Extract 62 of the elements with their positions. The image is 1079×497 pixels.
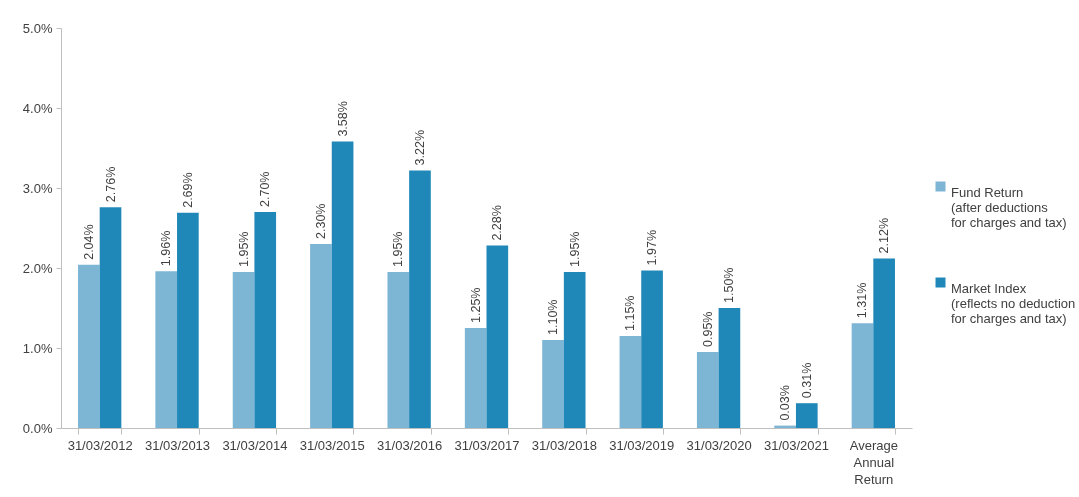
bar [696,352,719,428]
data-label: 1.31% [855,282,870,319]
data-label: 3.58% [335,101,350,137]
data-label: 1.97% [645,229,660,266]
bar [542,340,564,428]
bar [795,403,818,428]
bar [155,271,178,428]
data-label: 2.04% [81,224,96,260]
data-label: 2.70% [258,171,273,207]
bar [331,141,354,428]
bar [718,308,741,428]
y-tick-label: 2.0% [22,260,53,276]
x-tick-label: 31/03/2015 [299,437,365,453]
y-tick-label: 3.0% [22,180,53,196]
bar [464,328,487,428]
bar [78,264,100,428]
data-label: 1.96% [159,230,174,267]
data-label: 1.95% [236,231,251,267]
y-tick-label: 5.0% [22,20,53,36]
data-label: 2.76% [103,166,118,203]
data-label: 0.03% [778,385,793,421]
legend-label: Fund Return (after deductions for charges and tax) [951,184,1067,230]
x-tick-label: 31/03/2013 [145,437,211,453]
x-tick-label: 31/03/2019 [609,437,675,453]
data-label: 2.12% [877,217,892,254]
data-label: 0.95% [700,311,715,347]
y-tick-label: 4.0% [22,100,53,116]
x-tick-label: 31/03/2018 [531,437,597,453]
bar [641,270,663,428]
data-label: 1.25% [468,287,483,323]
x-tick-label: 31/03/2012 [67,437,133,453]
legend-label: Market Index (reflects no deduction for charges and tax) [951,280,1076,326]
bar [563,272,586,428]
bar [486,245,509,428]
data-label: 1.95% [567,231,582,267]
x-tick-label: 31/03/2017 [454,437,520,453]
data-label: 0.31% [799,362,814,399]
x-tick-label: 31/03/2014 [222,437,288,453]
bar [99,207,122,428]
bar [387,272,410,428]
x-tick-label: 31/03/2020 [686,437,752,453]
bar [177,212,199,428]
y-tick-label: 0.0% [22,420,53,436]
bar [254,212,277,428]
bar [232,272,255,428]
bar [619,336,642,428]
data-label: 2.28% [490,205,505,241]
bar [409,170,431,428]
bar [873,258,895,428]
data-label: 3.22% [412,129,427,166]
bar [310,244,332,428]
data-label: 1.15% [623,295,638,331]
x-tick-label: 31/03/2021 [763,437,829,453]
data-label: 2.69% [180,172,195,208]
y-tick-label: 1.0% [22,340,53,356]
data-label: 2.30% [313,203,328,239]
data-label: 1.50% [722,267,737,303]
data-label: 1.10% [546,299,561,335]
x-tick-label: Average Annual Return [849,437,898,487]
bar [851,323,874,428]
x-tick-label: 31/03/2016 [377,437,443,453]
data-label: 1.95% [391,231,406,267]
